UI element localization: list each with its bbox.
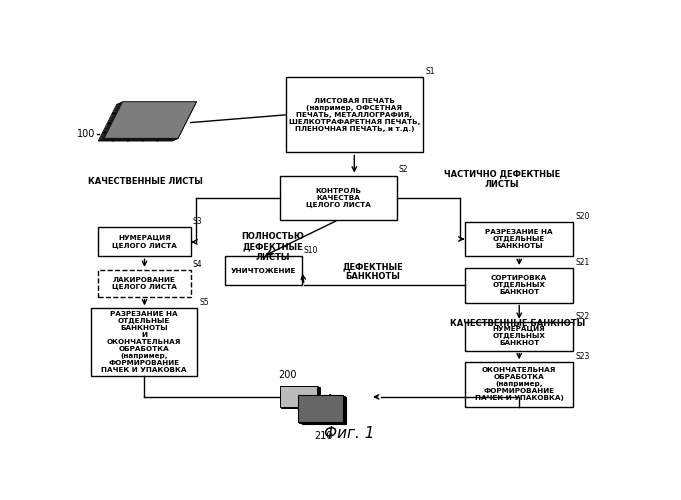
- Text: S2: S2: [398, 166, 408, 174]
- Polygon shape: [104, 102, 197, 138]
- Text: РАЗРЕЗАНИЕ НА
ОТДЕЛЬНЫЕ
БАНКНОТЫ
И
ОКОНЧАТЕЛЬНАЯ
ОБРАБОТКА
(например,
ФОРМИРОВАН: РАЗРЕЗАНИЕ НА ОТДЕЛЬНЫЕ БАНКНОТЫ И ОКОНЧ…: [101, 311, 187, 373]
- Polygon shape: [99, 104, 192, 141]
- Text: СОРТИРОВКА
ОТДЕЛЬНЫХ
БАНКНОТ: СОРТИРОВКА ОТДЕЛЬНЫХ БАНКНОТ: [491, 275, 548, 295]
- Bar: [465, 322, 573, 350]
- Text: НУМЕРАЦИЯ
ЦЕЛОГО ЛИСТА: НУМЕРАЦИЯ ЦЕЛОГО ЛИСТА: [112, 236, 177, 248]
- Text: 200: 200: [278, 370, 296, 380]
- Bar: [285, 78, 423, 152]
- Text: ДЕФЕКТНЫЕ
БАНКНОТЫ: ДЕФЕКТНЫЕ БАНКНОТЫ: [343, 262, 403, 281]
- Bar: [465, 222, 573, 256]
- Bar: [281, 176, 396, 220]
- Text: ПОЛНОСТЬЮ
ДЕФЕКТНЫЕ
ЛИСТЫ: ПОЛНОСТЬЮ ДЕФЕКТНЫЕ ЛИСТЫ: [241, 232, 304, 262]
- Text: S20: S20: [575, 212, 590, 220]
- Bar: [300, 396, 345, 423]
- Text: 100: 100: [78, 128, 95, 138]
- Bar: [282, 387, 319, 408]
- Polygon shape: [101, 104, 193, 140]
- Bar: [300, 396, 345, 423]
- Text: S10: S10: [304, 246, 318, 255]
- Bar: [98, 228, 191, 256]
- Text: ЛИСТОВАЯ ПЕЧАТЬ
(например, ОФСЕТНАЯ
ПЕЧАТЬ, МЕТАЛЛОГРАФИЯ,
ШЕЛКОТРАФАРЕТНАЯ ПЕЧА: ЛИСТОВАЯ ПЕЧАТЬ (например, ОФСЕТНАЯ ПЕЧА…: [289, 98, 420, 132]
- Text: S4: S4: [193, 260, 202, 268]
- Text: УНИЧТОЖЕНИЕ: УНИЧТОЖЕНИЕ: [231, 268, 296, 274]
- Polygon shape: [101, 103, 194, 140]
- Bar: [283, 387, 320, 408]
- Polygon shape: [103, 102, 195, 139]
- Text: Фиг. 1: Фиг. 1: [323, 426, 375, 441]
- Bar: [298, 396, 343, 422]
- Text: НУМЕРАЦИЯ
ОТДЕЛЬНЫХ
БАНКНОТ: НУМЕРАЦИЯ ОТДЕЛЬНЫХ БАНКНОТ: [493, 326, 545, 346]
- Bar: [302, 397, 347, 424]
- Text: КАЧЕСТВЕННЫЕ БАНКНОТЫ: КАЧЕСТВЕННЫЕ БАНКНОТЫ: [450, 319, 586, 328]
- Bar: [225, 256, 302, 285]
- Bar: [98, 270, 191, 297]
- Text: ОКОНЧАТЕЛЬНАЯ
ОБРАБОТКА
(например,
ФОРМИРОВАНИЕ
ПАЧЕК И УПАКОВКА): ОКОНЧАТЕЛЬНАЯ ОБРАБОТКА (например, ФОРМИ…: [475, 368, 564, 402]
- Text: S22: S22: [575, 312, 590, 320]
- Polygon shape: [172, 102, 197, 141]
- Text: S23: S23: [575, 352, 590, 361]
- Text: РАЗРЕЗАНИЕ НА
ОТДЕЛЬНЫЕ
БАНКНОТЫ: РАЗРЕЗАНИЕ НА ОТДЕЛЬНЫЕ БАНКНОТЫ: [486, 229, 553, 249]
- Text: КАЧЕСТВЕННЫЕ ЛИСТЫ: КАЧЕСТВЕННЫЕ ЛИСТЫ: [89, 177, 203, 186]
- Bar: [465, 362, 573, 406]
- Text: ЛАКИРОВАНИЕ
ЦЕЛОГО ЛИСТА: ЛАКИРОВАНИЕ ЦЕЛОГО ЛИСТА: [112, 276, 177, 290]
- Text: S5: S5: [199, 298, 209, 307]
- Text: ЧАСТИЧНО ДЕФЕКТНЫЕ
ЛИСТЫ: ЧАСТИЧНО ДЕФЕКТНЫЕ ЛИСТЫ: [444, 170, 560, 189]
- Polygon shape: [98, 104, 191, 141]
- Text: КОНТРОЛЬ
КАЧЕСТВА
ЦЕЛОГО ЛИСТА: КОНТРОЛЬ КАЧЕСТВА ЦЕЛОГО ЛИСТА: [306, 188, 371, 208]
- Polygon shape: [98, 138, 178, 141]
- Text: S3: S3: [193, 218, 202, 226]
- Text: 210: 210: [315, 431, 333, 441]
- Text: S1: S1: [425, 67, 434, 76]
- Bar: [281, 386, 318, 407]
- Bar: [91, 308, 197, 376]
- Bar: [280, 386, 317, 407]
- Text: S21: S21: [575, 258, 590, 266]
- Bar: [465, 268, 573, 302]
